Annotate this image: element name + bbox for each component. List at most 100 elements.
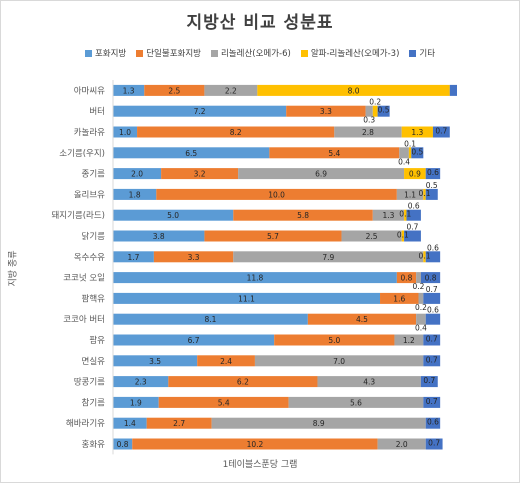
category-label: 팜핵유 [82, 293, 106, 304]
data-label: 0.2 [413, 282, 425, 291]
bar-segment [146, 417, 212, 429]
bar-segment [423, 251, 426, 263]
data-label: 8.9 [313, 419, 325, 428]
data-label: 2.8 [362, 128, 374, 137]
chart-title: 지방산 비교 성분표 [186, 13, 334, 33]
bar-segment [286, 105, 366, 117]
bar-segment [161, 168, 239, 180]
bar-segment [404, 230, 421, 242]
bar-segment [394, 334, 424, 346]
data-label: 5.0 [167, 211, 179, 220]
data-label: 7.2 [194, 107, 206, 116]
data-label: 0.7 [435, 127, 447, 136]
bar-segment [334, 126, 402, 138]
data-label: 1.9 [130, 398, 142, 407]
bar-segment [233, 251, 424, 263]
legend-label: 리놀레산(오메가-6) [220, 49, 291, 59]
bar-segment [113, 396, 159, 408]
category-label: 소기름(우지) [59, 149, 105, 159]
bar-segment [113, 168, 162, 180]
data-label: 0.8 [401, 274, 413, 283]
bar-segment [416, 313, 426, 325]
category-label: 카놀라유 [74, 128, 105, 138]
bar-segment [423, 355, 441, 367]
bar-segment [425, 168, 441, 180]
data-label: 2.5 [168, 86, 180, 95]
data-label: 0.8 [425, 274, 437, 283]
bar-segment [420, 272, 441, 284]
legend-item: 포화지방 [84, 47, 127, 59]
bar-segment [238, 168, 405, 180]
bar-segment [113, 230, 205, 242]
category-label: 코코아 버터 [63, 314, 105, 325]
bar-segment [404, 168, 426, 180]
data-label: 0.4 [415, 324, 427, 333]
category-label: 버터 [89, 106, 105, 117]
data-label: 2.0 [131, 170, 143, 179]
bar-segment [233, 209, 373, 221]
bar-segment [399, 147, 409, 159]
data-label: 1.3 [382, 211, 394, 220]
data-label: 2.0 [396, 440, 408, 449]
data-label: 0.7 [426, 335, 438, 344]
data-label: 1.1 [404, 190, 416, 199]
data-label: 5.4 [328, 149, 340, 158]
bar-segment [423, 188, 426, 200]
bar-segment [211, 417, 426, 429]
data-label: 0.1 [404, 139, 416, 148]
data-label: 0.7 [426, 285, 438, 294]
data-label: 1.4 [124, 419, 136, 428]
bar-segment [449, 84, 457, 96]
category-label: 코코넛 오일 [63, 274, 105, 284]
bar-segment [113, 355, 198, 367]
data-label: 0.6 [408, 202, 420, 211]
bar-segment [288, 396, 424, 408]
bar-segment [113, 251, 154, 263]
data-label: 1.8 [129, 190, 141, 199]
category-label: 팜유 [89, 335, 105, 346]
data-label: 0.6 [427, 243, 439, 252]
data-label: 4.3 [363, 378, 375, 387]
category-label: 닭기름 [82, 231, 106, 242]
data-label: 6.7 [188, 336, 200, 345]
data-label: 6.9 [315, 170, 327, 179]
bar-segment [411, 147, 424, 159]
bar-segment [153, 251, 234, 263]
bar-segment [404, 209, 407, 221]
data-label: 0.6 [427, 418, 439, 427]
legend-label: 포화지방 [94, 49, 127, 59]
legend-label: 단일불포화지방 [146, 49, 201, 59]
bar-segment [274, 334, 395, 346]
data-label: 10.0 [268, 190, 285, 199]
legend-swatch [210, 49, 218, 57]
bar-segment [197, 355, 255, 367]
data-label: 0.2 [415, 303, 427, 312]
bar-segment [401, 230, 405, 242]
bar-segment [113, 209, 234, 221]
data-label: 1.3 [411, 128, 423, 137]
data-label: 2.7 [173, 419, 185, 428]
bar-segment [425, 251, 441, 263]
bar-segment [307, 313, 417, 325]
bar-segment [377, 438, 426, 450]
bar-segment [377, 105, 390, 117]
legend-swatch [300, 49, 308, 57]
bar-segment [204, 230, 342, 242]
legend-item: 기타 [409, 47, 435, 59]
bar-segment [396, 188, 424, 200]
data-label: 0.9 [409, 170, 421, 179]
legend-swatch [84, 49, 92, 57]
category-label: 옥수수유 [74, 253, 105, 263]
bar-segment [420, 376, 438, 388]
bar-segment [425, 313, 441, 325]
data-label: 3.2 [194, 170, 206, 179]
data-label: 6.2 [237, 378, 249, 387]
data-label: 0.7 [423, 376, 435, 385]
bar-segment [396, 272, 417, 284]
data-label: 3.3 [320, 107, 332, 116]
category-label: 올리브유 [74, 190, 105, 200]
bar-segment [254, 355, 424, 367]
bar-segment [372, 209, 405, 221]
data-label: 0.8 [117, 440, 129, 449]
bar-segment [401, 126, 433, 138]
